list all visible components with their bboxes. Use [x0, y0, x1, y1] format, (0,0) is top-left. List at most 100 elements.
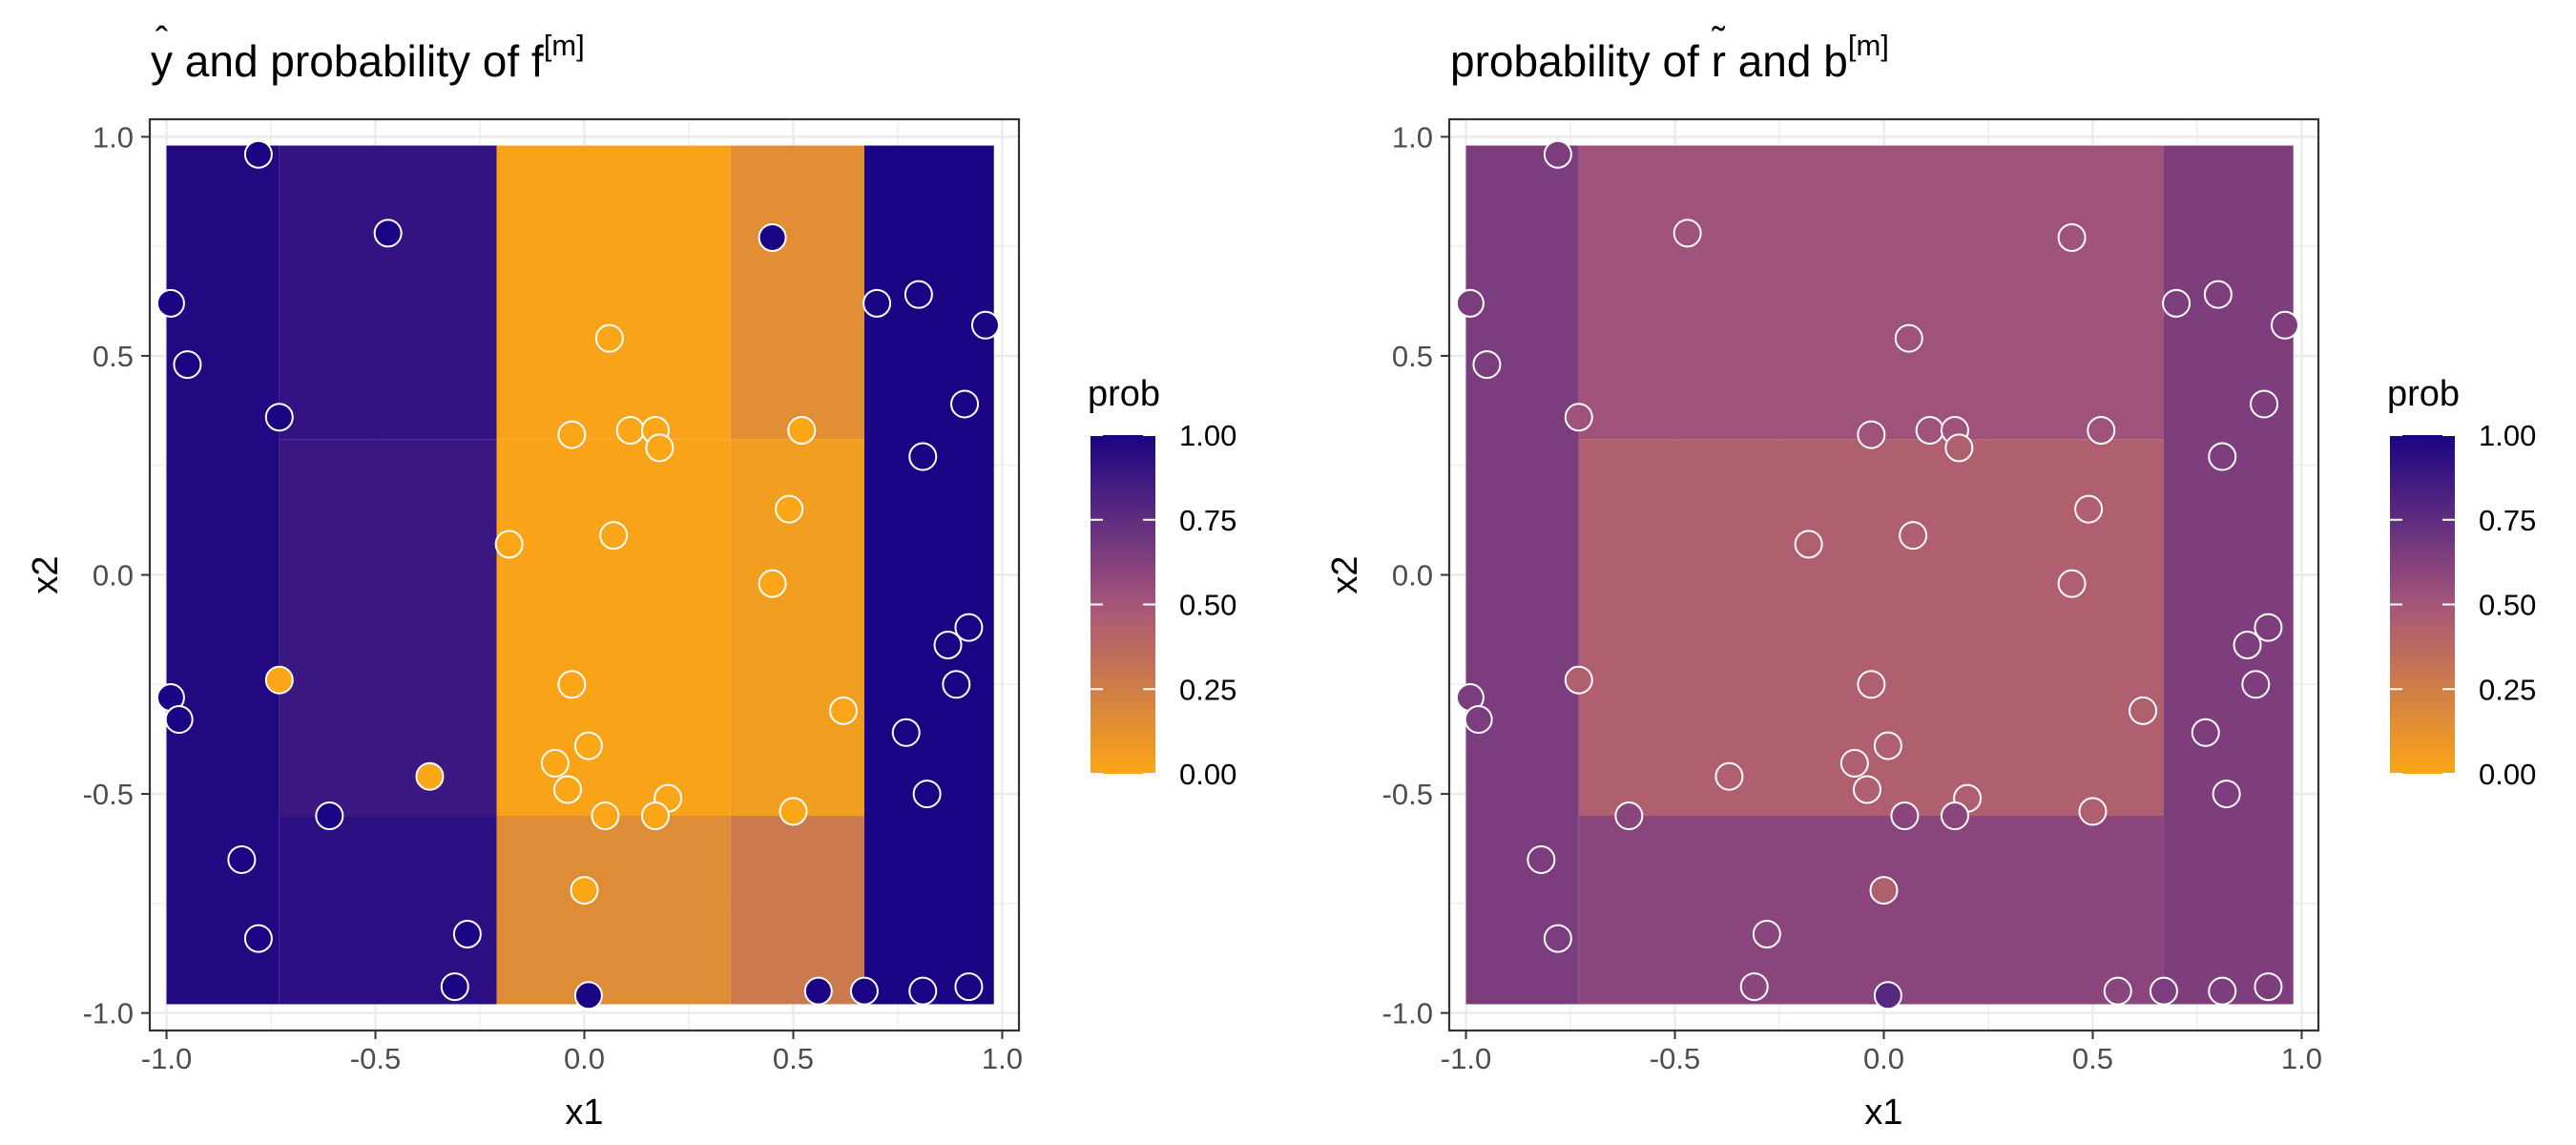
data-point: [156, 288, 185, 318]
x-tick-label: 0.5: [773, 1042, 814, 1075]
y-tick-label: -0.5: [83, 778, 134, 811]
data-point: [1564, 665, 1593, 695]
data-point: [599, 521, 629, 551]
probability-region: [1578, 145, 2164, 440]
probability-region: [496, 145, 731, 440]
x-tick-label: 1.0: [982, 1042, 1023, 1075]
y-tick-label: 0.5: [93, 340, 134, 373]
data-point: [803, 976, 833, 1006]
legend-tick-label: 1.00: [2479, 419, 2536, 452]
data-point: [1857, 670, 1886, 699]
data-point: [1672, 219, 1702, 248]
data-point: [264, 665, 294, 695]
data-point: [2129, 696, 2158, 725]
probability-region: [279, 816, 497, 1005]
y-tick-label: 0.0: [1392, 559, 1433, 593]
data-point: [2254, 613, 2283, 642]
title-text: and b: [1726, 36, 1848, 86]
data-point: [787, 415, 817, 445]
data-point: [494, 530, 524, 559]
data-point: [1944, 433, 1974, 463]
data-point: [2241, 670, 2271, 699]
legend-tick-label: 0.00: [1179, 758, 1236, 791]
probability-region: [1578, 439, 2164, 817]
x-tick-label: -0.5: [350, 1042, 401, 1075]
y-axis-label: x2: [26, 555, 66, 593]
data-point: [540, 748, 570, 778]
data-point: [573, 981, 603, 1010]
data-point: [1564, 403, 1593, 432]
data-point: [950, 389, 980, 419]
y-tick-label: -0.5: [1382, 778, 1433, 811]
y-tick-label: -1.0: [1382, 997, 1433, 1030]
data-point: [1455, 288, 1485, 318]
probability-region: [1465, 145, 1579, 1005]
data-point: [908, 442, 938, 471]
data-point: [573, 731, 603, 760]
y-tick-label: 1.0: [1392, 120, 1433, 154]
data-point: [1714, 761, 1744, 791]
x-tick-label: 0.5: [2072, 1042, 2113, 1075]
x-tick-label: 0.0: [1863, 1042, 1904, 1075]
y-tick-label: -1.0: [83, 997, 134, 1030]
legend-tick-label: 0.00: [2479, 758, 2536, 791]
legend-tick-label: 0.50: [2479, 589, 2536, 622]
chart-title: probability of r and b[m]: [1450, 29, 1889, 86]
x-axis-label: x1: [565, 1093, 603, 1133]
data-point: [264, 403, 294, 432]
data-point: [2191, 718, 2220, 747]
legend-tick-label: 0.75: [2479, 504, 2536, 537]
title-superscript: [m]: [1848, 29, 1889, 62]
title-text: and probability of f: [173, 36, 544, 86]
x-tick-label: -1.0: [141, 1042, 192, 1075]
title-accented-letter: r: [1712, 36, 1726, 86]
data-point: [2254, 972, 2283, 1002]
x-tick-label: -1.0: [1441, 1042, 1491, 1075]
data-point: [2212, 780, 2241, 809]
data-point: [2203, 280, 2233, 309]
data-point: [908, 976, 938, 1006]
data-point: [615, 415, 645, 445]
data-point: [1839, 748, 1869, 778]
data-point: [1527, 844, 1556, 874]
probability-region: [1578, 816, 2164, 1005]
data-point: [2078, 797, 2108, 826]
data-point: [862, 288, 892, 318]
probability-region: [730, 816, 864, 1005]
data-point: [2208, 976, 2237, 1006]
data-point: [912, 780, 942, 809]
data-point: [2162, 288, 2192, 318]
title-accented-letter: y: [151, 36, 173, 86]
data-point: [1752, 919, 1781, 948]
y-tick-label: 0.5: [1392, 340, 1433, 373]
data-point: [1873, 731, 1902, 760]
data-point: [829, 696, 859, 725]
data-point: [1873, 981, 1902, 1010]
data-point: [1915, 415, 1944, 445]
data-point: [645, 433, 675, 463]
x-axis-label: x1: [1864, 1093, 1902, 1133]
x-tick-label: -0.5: [1650, 1042, 1700, 1075]
probability-region: [730, 439, 864, 817]
title-accent-mark: ˆ: [156, 20, 168, 62]
data-point: [2103, 976, 2132, 1006]
data-point: [315, 802, 344, 831]
data-point: [415, 761, 445, 791]
data-point: [2208, 442, 2237, 471]
probability-region: [863, 145, 994, 1005]
data-point: [1869, 876, 1899, 906]
x-tick-label: 0.0: [564, 1042, 605, 1075]
data-point: [1890, 802, 1920, 831]
data-point: [1739, 972, 1769, 1002]
left-plot: -1.0 -0.5 0.0 0.5 1.0 -1.0 -0.5 0.0 0.5 1.0 x1 x2 y …: [26, 20, 1236, 1133]
probability-region: [496, 816, 731, 1005]
data-point: [942, 670, 971, 699]
data-point: [1614, 802, 1644, 831]
data-point: [640, 802, 670, 831]
data-point: [2057, 569, 2087, 598]
title-text: probability of: [1450, 36, 1712, 86]
data-point: [173, 350, 202, 380]
probability-region: [166, 145, 280, 1005]
data-point: [849, 976, 879, 1006]
